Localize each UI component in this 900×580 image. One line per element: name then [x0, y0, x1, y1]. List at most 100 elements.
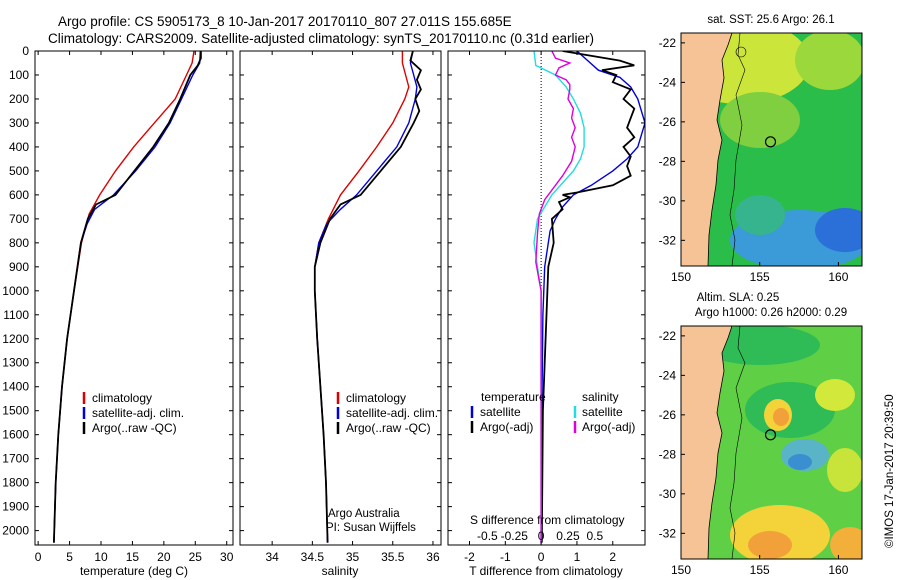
s-tick-label: 0.25	[556, 529, 580, 543]
title-line2: Climatology: CARS2009. Satellite-adjuste…	[48, 31, 594, 46]
x-tick-label: 15	[126, 550, 140, 564]
sla-patch	[827, 448, 862, 492]
x-tick-label: -2	[464, 550, 475, 564]
map-y-tick-label: -30	[659, 194, 677, 208]
y-tick-label: 400	[9, 140, 29, 154]
argo-australia-label: Argo Australia	[328, 508, 400, 520]
temperature-legend: climatology satellite-adj. clim. Argo(..…	[82, 391, 184, 435]
x-tick-label: 25	[189, 550, 203, 564]
sst-map-title: sat. SST: 25.6 Argo: 26.1	[707, 14, 834, 26]
x-tick-label: 5	[66, 550, 73, 564]
x-tick-label: 35.5	[381, 550, 405, 564]
map-x-tick-label: 160	[828, 270, 848, 284]
legend-s-argo: Argo(-adj)	[582, 420, 635, 434]
s-tick-label: 0	[538, 529, 545, 543]
salinity-panel: 34 34.5 35 35.5 36 salinity climatology sate…	[239, 50, 442, 578]
legend-t-satellite: satellite	[480, 405, 521, 419]
series-line-s-satellite	[533, 51, 585, 543]
difference-panel: -2 -1 0 1 2 -0.5 -0.25 0 0.25 0.5 S difference f…	[447, 50, 646, 578]
x-tick-label: 0	[35, 550, 42, 564]
temperature-x-label: temperature (deg C)	[80, 564, 188, 578]
map-y-tick-label: -28	[659, 447, 677, 461]
map-y-tick-label: -32	[659, 526, 677, 540]
map-y-tick-label: -22	[659, 36, 677, 50]
x-tick-label: 0	[538, 550, 545, 564]
sst-warm-patch	[795, 33, 862, 90]
y-tick-label: 300	[9, 116, 29, 130]
series-line-argo	[53, 51, 202, 543]
sst-coastline	[707, 33, 733, 266]
y-tick-label: 1900	[2, 500, 29, 514]
y-tick-label: 1000	[2, 284, 29, 298]
series-line-argo	[313, 51, 422, 543]
x-tick-label: 34.5	[301, 550, 325, 564]
sst-warm-patch	[720, 92, 800, 148]
map-y-tick-label: -26	[659, 408, 677, 422]
sla-patch	[830, 527, 862, 559]
map-x-tick-label: 155	[750, 563, 770, 577]
map-y-tick-label: -30	[659, 487, 677, 501]
sla-patch	[773, 408, 789, 426]
salinity-x-label: salinity	[322, 564, 359, 578]
legend-climatology: climatology	[346, 391, 406, 405]
y-tick-label: 600	[9, 188, 29, 202]
sla-patch	[788, 454, 812, 470]
legend-s-satellite: satellite	[582, 405, 623, 419]
map-x-tick-label: 155	[750, 270, 770, 284]
sla-patch	[700, 326, 820, 365]
s-tick-label: -0.5	[477, 529, 498, 543]
sla-patch	[815, 379, 855, 411]
series-line-satellite	[314, 51, 418, 543]
sst-cool-patch	[735, 195, 785, 235]
sla-map-frame	[680, 325, 863, 560]
sla-land	[681, 326, 732, 559]
x-tick-label: 35	[346, 550, 360, 564]
series-line-satellite	[53, 51, 201, 543]
y-tick-label: 2000	[2, 524, 29, 538]
legend-satellite: satellite-adj. clim.	[92, 406, 184, 420]
sst-contour	[729, 33, 746, 266]
map-x-tick-label: 150	[671, 270, 691, 284]
difference-axes-frame	[447, 50, 646, 546]
series-line-t-argo	[540, 51, 636, 543]
sla-contour	[729, 326, 746, 559]
legend-temperature-title: temperature	[481, 390, 546, 404]
y-tick-label: 1500	[2, 404, 29, 418]
series-line-climatology	[314, 51, 410, 543]
map-y-tick-label: -28	[659, 154, 677, 168]
x-tick-label: 30	[220, 550, 234, 564]
x-tick-label: 36	[426, 550, 440, 564]
s-tick-label: -0.25	[501, 529, 529, 543]
pi-label: PI: Susan Wijffels	[326, 522, 416, 534]
difference-legend: temperature satellite Argo(-adj) salinit…	[470, 390, 635, 434]
title-line1: Argo profile: CS 5905173_8 10-Jan-2017 2…	[58, 14, 512, 29]
sla-patch	[748, 531, 792, 559]
series-line-t-satellite	[540, 51, 645, 543]
y-tick-label: 1200	[2, 332, 29, 346]
t-difference-label: T difference from climatology	[469, 564, 623, 578]
x-tick-label: 34	[265, 550, 279, 564]
y-tick-label: 900	[9, 260, 29, 274]
y-tick-label: 1300	[2, 356, 29, 370]
legend-argo: Argo(..raw -QC)	[92, 421, 177, 435]
x-tick-label: 20	[157, 550, 171, 564]
y-tick-label: 100	[9, 68, 29, 82]
series-line-climatology	[53, 51, 195, 543]
legend-satellite: satellite-adj. clim.	[346, 406, 438, 420]
y-tick-label: 1600	[2, 428, 29, 442]
sst-cool-patch	[815, 208, 862, 252]
sst-argo-position-marker	[764, 136, 777, 148]
sla-coastline	[707, 326, 733, 559]
y-tick-label: 0	[22, 44, 29, 58]
y-tick-label: 1700	[2, 452, 29, 466]
map-y-tick-label: -26	[659, 115, 677, 129]
temperature-panel: 0100200300400500600700800900100011001200…	[2, 44, 233, 578]
sla-map-panel: Altim. SLA: 0.25 Argo h1000: 0.26 h2000:…	[659, 292, 863, 577]
x-tick-label: 2	[609, 550, 616, 564]
sla-map-title-line1: Altim. SLA: 0.25	[697, 292, 779, 304]
sst-map-frame	[680, 32, 863, 267]
map-x-tick-label: 150	[671, 563, 691, 577]
y-tick-label: 1100	[3, 308, 29, 322]
series-line-s-argo	[535, 51, 576, 543]
